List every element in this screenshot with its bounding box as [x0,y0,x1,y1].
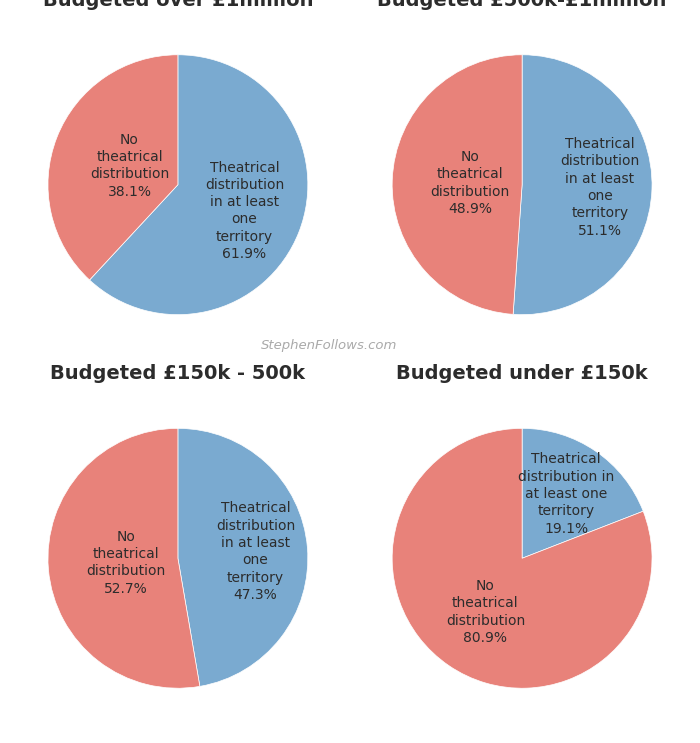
Wedge shape [48,429,200,688]
Text: No
theatrical
distribution
48.9%: No theatrical distribution 48.9% [430,150,510,216]
Wedge shape [48,55,178,280]
Text: StephenFollows.com: StephenFollows.com [261,339,397,352]
Wedge shape [178,429,308,687]
Wedge shape [392,55,522,314]
Wedge shape [392,429,652,688]
Title: Budgeted £500k-£1million: Budgeted £500k-£1million [377,0,667,10]
Text: Theatrical
distribution
in at least
one
territory
47.3%: Theatrical distribution in at least one … [216,502,295,602]
Wedge shape [522,429,643,558]
Title: Budgeted £150k - 500k: Budgeted £150k - 500k [50,364,305,383]
Text: Theatrical
distribution
in at least
one
territory
51.1%: Theatrical distribution in at least one … [561,137,640,238]
Text: Theatrical
distribution
in at least
one
territory
61.9%: Theatrical distribution in at least one … [205,160,284,261]
Title: Budgeted over £1million: Budgeted over £1million [43,0,313,10]
Text: Theatrical
distribution in
at least one
territory
19.1%: Theatrical distribution in at least one … [518,452,614,536]
Text: No
theatrical
distribution
52.7%: No theatrical distribution 52.7% [87,530,166,596]
Wedge shape [513,55,652,314]
Wedge shape [90,55,308,314]
Text: No
theatrical
distribution
38.1%: No theatrical distribution 38.1% [90,133,169,198]
Text: No
theatrical
distribution
80.9%: No theatrical distribution 80.9% [446,579,525,645]
Title: Budgeted under £150k: Budgeted under £150k [396,364,648,383]
